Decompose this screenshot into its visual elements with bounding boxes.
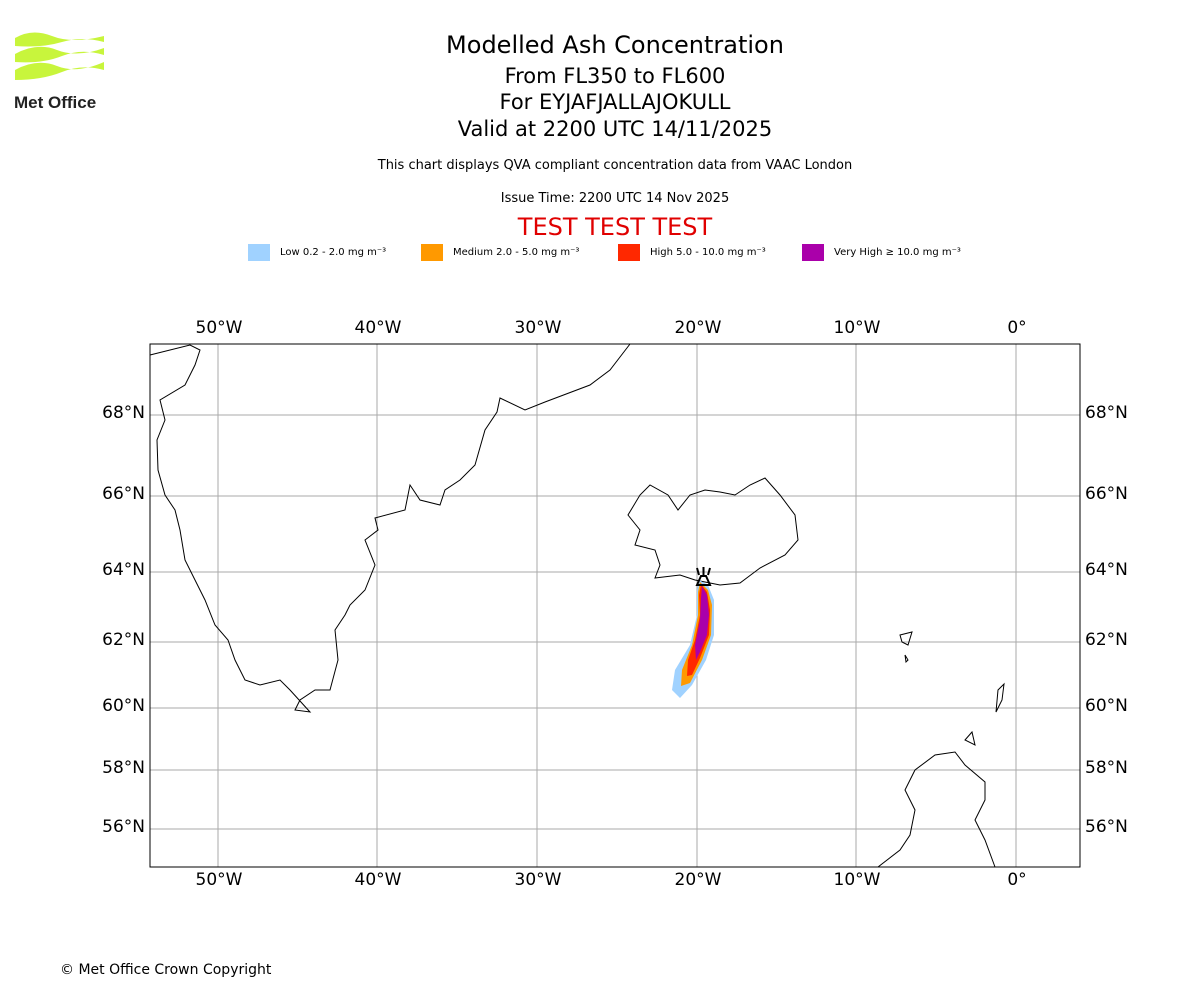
axis-label: 0° <box>1007 318 1027 338</box>
legend-very-high: Very High ≥ 10.0 mg m⁻³ <box>802 244 961 261</box>
legend-low: Low 0.2 - 2.0 mg m⁻³ <box>248 244 386 261</box>
axis-label: 40°W <box>354 870 402 890</box>
axis-label: 30°W <box>514 318 562 338</box>
axis-label: 20°W <box>674 318 722 338</box>
axis-label: 58°N <box>102 758 145 778</box>
axis-label: 60°N <box>102 696 145 716</box>
volcano-icon <box>695 567 712 586</box>
met-office-logo: Met Office <box>14 32 104 112</box>
valid-time: Valid at 2200 UTC 14/11/2025 <box>457 117 773 141</box>
axis-label: 62°N <box>102 630 145 650</box>
scotland-coast <box>877 751 996 868</box>
iceland-coast <box>627 477 799 586</box>
axis-label: 68°N <box>102 403 145 423</box>
ash-plume <box>672 580 714 698</box>
axis-label: 50°W <box>195 318 243 338</box>
axis-label: 10°W <box>833 870 881 890</box>
legend-label: High 5.0 - 10.0 mg m⁻³ <box>650 247 766 258</box>
legend-high: High 5.0 - 10.0 mg m⁻³ <box>618 244 766 261</box>
legend-medium: Medium 2.0 - 5.0 mg m⁻³ <box>421 244 579 261</box>
issue-time: Issue Time: 2200 UTC 14 Nov 2025 <box>500 191 730 206</box>
axis-label: 40°W <box>354 318 402 338</box>
copyright: © Met Office Crown Copyright <box>60 962 272 978</box>
legend-label: Low 0.2 - 2.0 mg m⁻³ <box>280 247 387 258</box>
axis-label: 56°N <box>1085 817 1128 837</box>
axis-label: 58°N <box>1085 758 1128 778</box>
axis-label: 62°N <box>1085 630 1128 650</box>
legend-swatch <box>421 244 443 261</box>
faroes-coast <box>899 631 913 664</box>
axis-label: 66°N <box>1085 484 1128 504</box>
axis-label: 30°W <box>514 870 562 890</box>
legend-swatch <box>802 244 824 261</box>
axis-label: 0° <box>1007 870 1027 890</box>
legend-label: Medium 2.0 - 5.0 mg m⁻³ <box>453 247 580 258</box>
axis-label: 10°W <box>833 318 881 338</box>
legend-swatch <box>618 244 640 261</box>
shetland-coast <box>964 682 1005 746</box>
coastlines <box>149 343 1005 868</box>
axis-label: 64°N <box>1085 560 1128 580</box>
axis-label: 68°N <box>1085 403 1128 423</box>
legend-label: Very High ≥ 10.0 mg m⁻³ <box>834 247 961 258</box>
qva-note: This chart displays QVA compliant concen… <box>377 158 853 173</box>
flight-levels: From FL350 to FL600 <box>504 64 726 88</box>
axis-label: 56°N <box>102 817 145 837</box>
volcano-name: For EYJAFJALLAJOKULL <box>499 90 731 114</box>
axis-label: 20°W <box>674 870 722 890</box>
axis-label: 50°W <box>195 870 243 890</box>
gridlines <box>150 344 1080 867</box>
legend-swatch <box>248 244 270 261</box>
axis-label: 66°N <box>102 484 145 504</box>
chart-title: Modelled Ash Concentration <box>446 31 784 59</box>
svg-text:Met Office: Met Office <box>14 93 96 112</box>
plume-very-high <box>695 586 709 660</box>
test-banner: TEST TEST TEST <box>517 213 713 241</box>
map-frame <box>149 343 1081 868</box>
axis-label: 60°N <box>1085 696 1128 716</box>
greenland-coast <box>149 343 631 713</box>
axis-label: 64°N <box>102 560 145 580</box>
